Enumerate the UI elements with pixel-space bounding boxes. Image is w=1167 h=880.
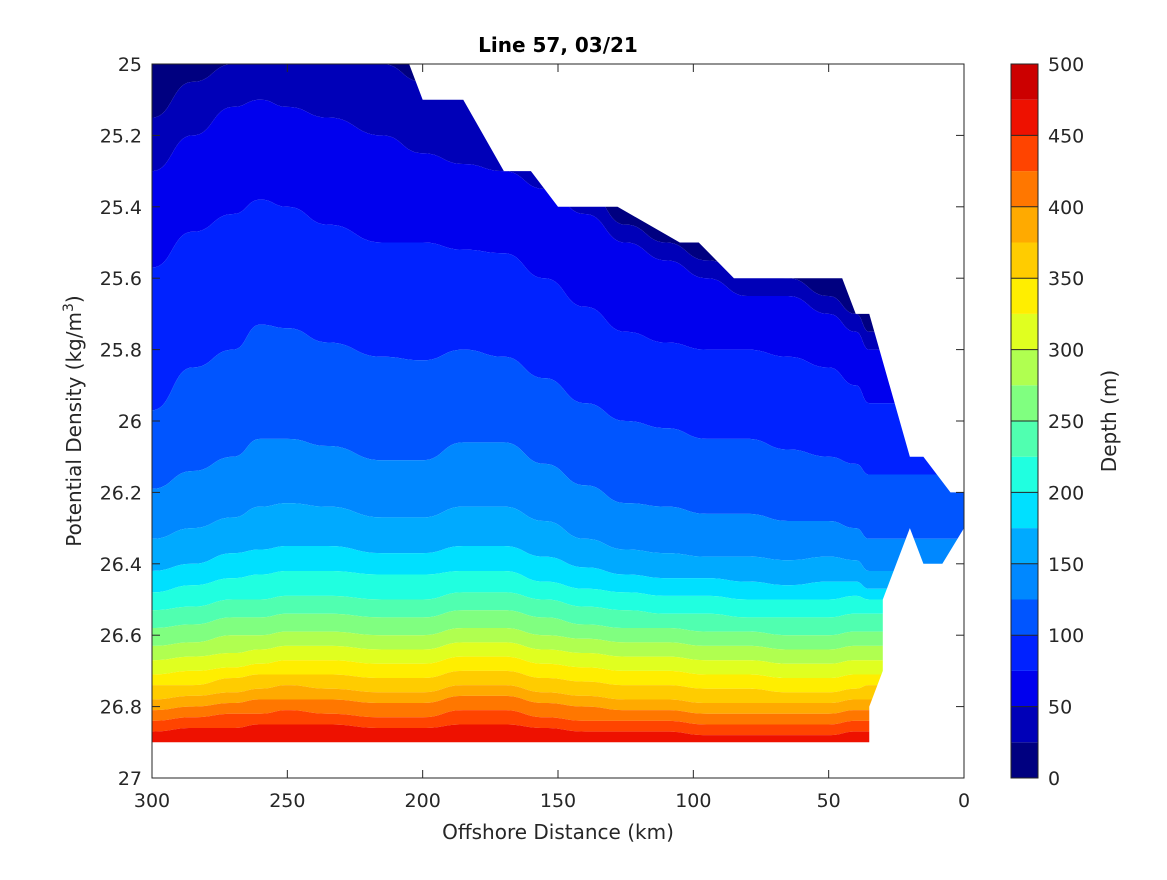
colorbar-segment xyxy=(1011,528,1038,564)
colorbar-segment xyxy=(1011,99,1038,136)
y-tick-label: 26.4 xyxy=(100,554,142,576)
contour-band xyxy=(152,199,964,475)
contour-band xyxy=(152,685,964,714)
contour-band xyxy=(152,324,964,539)
colorbar-tick-label: 350 xyxy=(1048,268,1084,290)
colorbar-segment xyxy=(1011,456,1038,493)
contour-band xyxy=(152,438,964,571)
colorbar-segment xyxy=(1011,635,1038,671)
colorbar-tick-label: 400 xyxy=(1048,197,1084,219)
contour-band xyxy=(152,610,964,650)
contour-band xyxy=(152,695,964,725)
colorbar-segment xyxy=(1011,206,1038,243)
colorbar-segment xyxy=(1011,706,1038,743)
x-tick-label: 50 xyxy=(817,790,841,812)
colorbar-tick-label: 0 xyxy=(1048,768,1060,790)
colorbar-tick-label: 500 xyxy=(1048,54,1084,76)
y-tick-label: 25 xyxy=(118,54,142,76)
colorbar-segment xyxy=(1011,742,1038,778)
colorbar-segment xyxy=(1011,670,1038,707)
colorbar: 0 50 100 150 200 250 300 350 400 450 500 xyxy=(1010,54,1084,790)
x-axis: 300 250 200 150 100 50 0 xyxy=(134,64,970,812)
y-tick-label: 25.6 xyxy=(100,268,142,290)
y-axis: 25 25.2 25.4 25.6 25.8 26 26.2 26.4 26.6 26.8 27 xyxy=(100,54,964,790)
colorbar-tick-label: 450 xyxy=(1048,125,1084,147)
contour-bands xyxy=(152,64,964,743)
contour-band xyxy=(152,710,964,736)
colorbar-segment xyxy=(1011,349,1038,386)
chart-title: Line 57, 03/21 xyxy=(478,33,638,57)
colorbar-segment xyxy=(1011,385,1038,421)
colorbar-tick-label: 250 xyxy=(1048,411,1084,433)
contour-band xyxy=(152,570,964,618)
x-tick-label: 300 xyxy=(134,790,170,812)
contour-band xyxy=(152,628,964,664)
contour-band xyxy=(152,670,964,704)
y-tick-label: 26 xyxy=(118,411,142,433)
y-tick-label: 25.4 xyxy=(100,197,142,219)
y-tick-label: 26.2 xyxy=(100,482,142,504)
contour-band xyxy=(152,503,964,589)
x-tick-label: 150 xyxy=(540,790,576,812)
colorbar-tick-label: 200 xyxy=(1048,482,1084,504)
x-axis-label: Offshore Distance (km) xyxy=(442,820,674,844)
y-axis-label-suffix: ) xyxy=(62,295,86,303)
y-tick-label: 27 xyxy=(118,768,142,790)
y-tick-label: 25.2 xyxy=(100,125,142,147)
colorbar-segment xyxy=(1011,171,1038,207)
x-tick-label: 100 xyxy=(675,790,711,812)
colorbar-segment xyxy=(1011,64,1038,100)
colorbar-tick-label: 50 xyxy=(1048,697,1072,719)
y-axis-label: Potential Density (kg/m3) xyxy=(61,295,86,546)
colorbar-segment xyxy=(1011,599,1038,636)
contour-fill-layer xyxy=(152,64,964,743)
contour-band xyxy=(152,64,964,350)
colorbar-segment xyxy=(1011,421,1038,457)
colorbar-segment xyxy=(1011,492,1038,529)
colorbar-segment xyxy=(1011,242,1038,279)
colorbar-segment xyxy=(1011,313,1038,350)
x-tick-label: 250 xyxy=(269,790,305,812)
y-tick-label: 26.6 xyxy=(100,625,142,647)
colorbar-segment xyxy=(1011,563,1038,600)
colorbar-label: Depth (m) xyxy=(1097,370,1121,472)
y-tick-label: 25.8 xyxy=(100,340,142,362)
y-axis-label-superscript: 3 xyxy=(61,303,77,312)
colorbar-tick-label: 300 xyxy=(1048,340,1084,362)
x-tick-label: 200 xyxy=(405,790,441,812)
contour-band xyxy=(152,592,964,636)
x-tick-label: 0 xyxy=(958,790,970,812)
colorbar-tick-label: 150 xyxy=(1048,554,1084,576)
colorbar-segment xyxy=(1011,278,1038,314)
contour-band xyxy=(152,545,964,600)
contour-band xyxy=(152,99,964,404)
contour-band xyxy=(152,642,964,679)
y-tick-label: 26.8 xyxy=(100,697,142,719)
colorbar-segment xyxy=(1011,135,1038,172)
y-axis-label-main: Potential Density (kg/m xyxy=(62,312,86,547)
colorbar-tick-label: 100 xyxy=(1048,625,1084,647)
contour-band xyxy=(152,656,964,693)
